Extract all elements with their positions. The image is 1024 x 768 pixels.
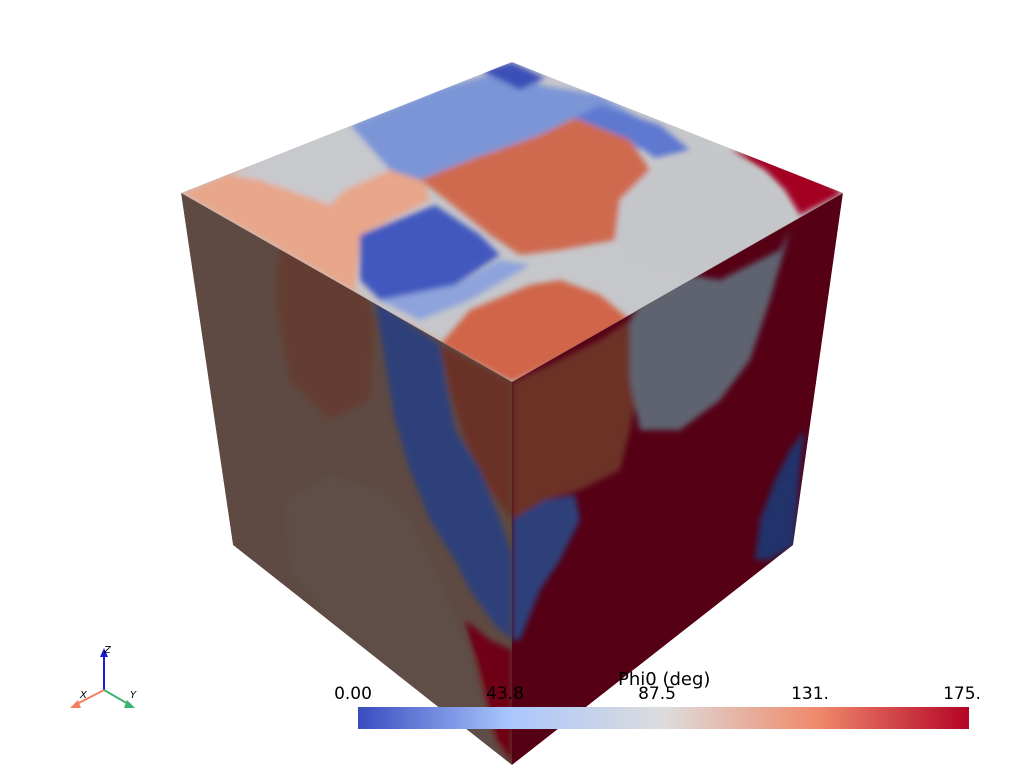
scalar-bar-tick: 87.5 — [638, 684, 676, 704]
scalar-bar-tick: 43.8 — [486, 684, 524, 704]
grain-lightblue-band — [380, 260, 530, 320]
cube-right-face — [512, 193, 843, 765]
cube-top-face — [181, 62, 843, 382]
scalar-bar-tick: 131. — [791, 684, 829, 704]
grain-blue-region — [360, 205, 500, 305]
cube-left-face — [181, 193, 512, 765]
y-axis-line — [103, 689, 131, 706]
grain-orange-region — [420, 118, 650, 255]
scalar-bar-tick: 175. — [943, 684, 981, 704]
grain-blue-strip — [575, 105, 690, 158]
scalar-bar-title: Phi0 (deg) — [618, 669, 711, 690]
grain-gray-region — [230, 125, 390, 205]
grain-rust-right — [512, 320, 640, 520]
x-axis-line — [74, 689, 105, 706]
grain-red-corner — [730, 150, 843, 215]
cube-edge-top — [180, 192, 844, 383]
grain-deepblue-corner — [480, 62, 545, 90]
grain-rust-region — [440, 345, 512, 520]
scalar-bar-gradient — [358, 707, 969, 729]
grain-navy-edge — [755, 430, 805, 560]
orientation-axes-widget[interactable] — [70, 648, 135, 708]
grain-navy-right — [512, 495, 580, 640]
z-axis-label: Z — [104, 645, 111, 656]
x-axis-label: X — [80, 690, 87, 701]
grain-orange-lower — [440, 280, 630, 382]
x-axis-arrow-icon — [70, 700, 81, 708]
grain-peach-region — [181, 160, 512, 382]
y-axis-label: Y — [130, 690, 137, 701]
y-axis-arrow-icon — [124, 700, 135, 708]
scalar-bar-tick: 0.00 — [334, 684, 372, 704]
grain-navy-stripe — [375, 300, 512, 640]
grain-gray-brown — [285, 475, 512, 765]
z-axis-arrow-icon — [100, 648, 108, 657]
grain-lightblue-region — [350, 68, 660, 180]
grain-gray-right — [615, 148, 790, 280]
